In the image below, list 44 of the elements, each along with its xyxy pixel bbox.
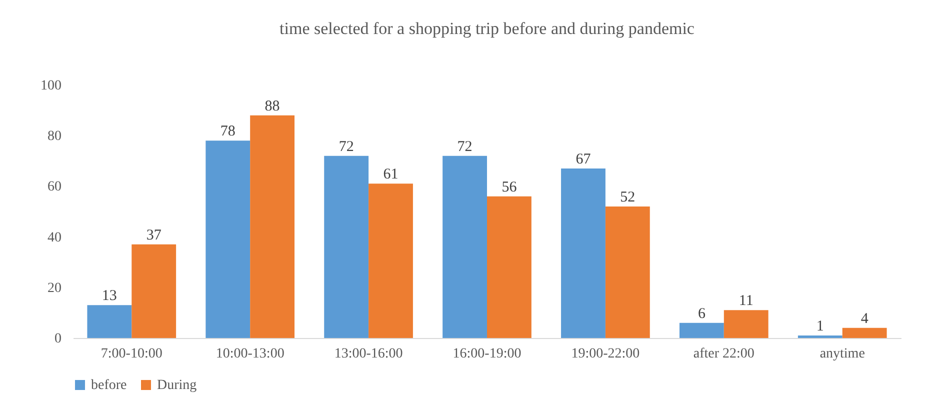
data-label: 78 [220,124,236,140]
y-tick-label: 0 [54,332,62,346]
data-label: 88 [264,98,280,114]
data-label: 67 [576,151,592,168]
y-tick-label: 20 [48,280,62,296]
x-tick-label: 7:00-10:00 [100,346,162,362]
bar [132,244,176,338]
bar [324,156,369,338]
data-label: 1 [816,318,824,334]
bar [798,335,842,338]
bar [724,310,768,338]
y-tick-label: 80 [48,129,62,144]
x-tick-label: 10:00-13:00 [216,346,284,362]
bar [368,184,413,338]
bar [487,196,532,338]
data-label: 4 [860,310,869,327]
bar [442,156,487,338]
legend-label: before [91,378,127,393]
data-label: 56 [502,179,518,196]
bar [561,168,606,338]
bar [87,305,132,338]
bar [605,206,650,338]
x-tick-label: after 22:00 [693,346,754,362]
bar [679,322,724,338]
y-tick-label: 100 [40,78,62,94]
data-label: 37 [146,227,162,244]
data-label: 72 [338,138,354,155]
bar [842,328,887,338]
x-tick-label: anytime [820,346,865,362]
legend-label: During [157,378,197,393]
x-tick-label: 16:00-19:00 [452,346,522,362]
data-label: 61 [383,166,398,183]
bar [250,115,295,338]
data-label: 52 [620,189,636,206]
data-label: 6 [698,306,706,322]
chart-title: time selected for a shopping trip before and during pandemic [280,19,695,38]
x-tick-label: 13:00-16:00 [334,346,403,362]
data-label: 13 [102,288,117,304]
data-label: 72 [457,138,472,155]
x-tick-label: 19:00-22:00 [571,346,640,362]
y-tick-label: 60 [48,180,62,195]
y-tick-label: 40 [48,230,62,246]
bar [206,140,250,338]
data-label: 11 [738,293,754,310]
